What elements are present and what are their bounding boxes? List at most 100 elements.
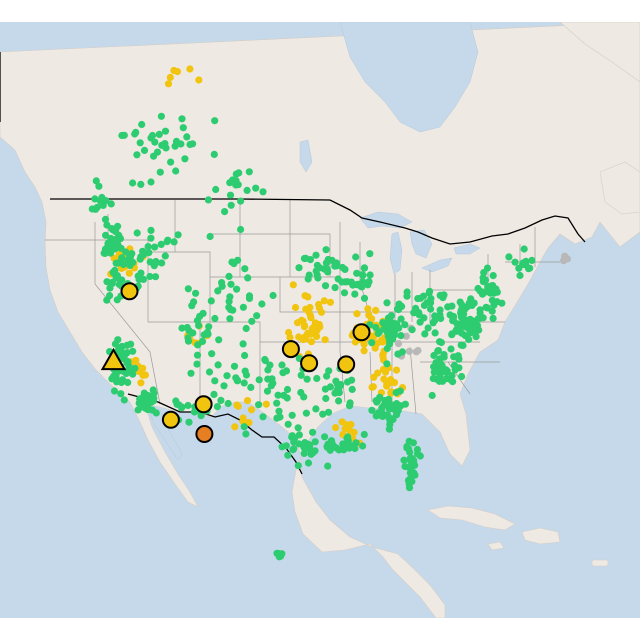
station-marker-good[interactable] bbox=[394, 306, 403, 314]
station-marker-moderate[interactable] bbox=[231, 423, 239, 431]
station-marker-good[interactable] bbox=[224, 399, 232, 408]
station-marker-good[interactable] bbox=[183, 323, 191, 332]
station-marker-good[interactable] bbox=[120, 131, 128, 139]
station-marker-good[interactable] bbox=[212, 185, 220, 194]
station-marker-good[interactable] bbox=[431, 312, 439, 320]
station-marker-good[interactable] bbox=[419, 292, 428, 300]
station-marker-good[interactable] bbox=[352, 253, 360, 261]
station-marker-good[interactable] bbox=[467, 319, 476, 327]
station-marker-good[interactable] bbox=[140, 392, 148, 400]
station-marker-moderate[interactable] bbox=[320, 297, 328, 305]
station-marker-good[interactable] bbox=[113, 296, 121, 304]
station-marker-good[interactable] bbox=[304, 275, 312, 283]
station-marker-good[interactable] bbox=[284, 420, 292, 428]
station-marker-moderate[interactable] bbox=[332, 424, 340, 432]
station-marker-good[interactable] bbox=[396, 387, 404, 395]
station-marker-good[interactable] bbox=[146, 258, 154, 266]
station-marker-good[interactable] bbox=[111, 227, 119, 235]
station-marker-good[interactable] bbox=[386, 319, 394, 327]
station-marker-good[interactable] bbox=[193, 360, 201, 368]
station-marker-moderate[interactable] bbox=[164, 80, 173, 88]
station-marker-good[interactable] bbox=[405, 437, 413, 445]
station-marker-good[interactable] bbox=[436, 355, 444, 363]
station-marker-good[interactable] bbox=[343, 378, 352, 386]
station-marker-good[interactable] bbox=[453, 320, 461, 328]
station-marker-good[interactable] bbox=[138, 120, 146, 129]
station-marker-good[interactable] bbox=[244, 274, 252, 282]
station-marker-good[interactable] bbox=[120, 396, 128, 404]
station-marker-good[interactable] bbox=[239, 340, 247, 348]
station-marker-good[interactable] bbox=[337, 381, 345, 389]
station-marker-good[interactable] bbox=[129, 179, 137, 187]
station-marker-good[interactable] bbox=[226, 179, 234, 187]
station-marker-good[interactable] bbox=[374, 329, 382, 338]
station-marker-good[interactable] bbox=[311, 438, 319, 446]
station-marker-good[interactable] bbox=[311, 447, 319, 455]
station-marker-good[interactable] bbox=[233, 376, 241, 384]
station-marker-good[interactable] bbox=[359, 442, 367, 450]
station-marker-good[interactable] bbox=[111, 340, 119, 348]
station-marker-moderate[interactable] bbox=[247, 406, 256, 414]
station-marker-good[interactable] bbox=[105, 246, 113, 254]
station-marker-moderate[interactable] bbox=[370, 373, 378, 381]
station-marker-good[interactable] bbox=[214, 287, 222, 295]
station-marker-good[interactable] bbox=[153, 258, 161, 267]
station-marker-good[interactable] bbox=[227, 280, 235, 288]
station-marker-good[interactable] bbox=[102, 197, 110, 205]
station-marker-good[interactable] bbox=[116, 344, 124, 352]
station-marker-good[interactable] bbox=[278, 361, 286, 369]
station-marker-good[interactable] bbox=[103, 221, 111, 229]
station-marker-good[interactable] bbox=[189, 329, 197, 337]
station-marker-good[interactable] bbox=[243, 186, 251, 194]
station-marker-good[interactable] bbox=[217, 396, 225, 404]
station-marker-moderate[interactable] bbox=[360, 340, 368, 348]
station-marker-moderate[interactable] bbox=[392, 366, 401, 374]
station-marker-good[interactable] bbox=[275, 407, 283, 415]
station-marker-good[interactable] bbox=[134, 406, 142, 414]
station-marker-moderate[interactable] bbox=[326, 298, 334, 306]
air-quality-map[interactable] bbox=[0, 22, 640, 618]
station-marker-good[interactable] bbox=[333, 262, 341, 270]
station-marker-good[interactable] bbox=[172, 167, 180, 175]
station-marker-good[interactable] bbox=[299, 442, 308, 450]
station-marker-good[interactable] bbox=[451, 366, 459, 374]
station-marker-good[interactable] bbox=[241, 367, 249, 375]
station-marker-good[interactable] bbox=[282, 442, 290, 450]
station-marker-good[interactable] bbox=[139, 250, 147, 259]
station-marker-good[interactable] bbox=[258, 300, 266, 308]
station-marker-good[interactable] bbox=[334, 275, 342, 283]
station-marker-good[interactable] bbox=[368, 406, 376, 414]
station-marker-good[interactable] bbox=[360, 294, 369, 302]
station-marker-good[interactable] bbox=[125, 362, 133, 370]
station-marker-good[interactable] bbox=[302, 409, 310, 417]
highlighted-site-circle[interactable] bbox=[281, 340, 300, 359]
station-marker-good[interactable] bbox=[328, 256, 336, 264]
station-marker-good[interactable] bbox=[465, 335, 473, 344]
station-marker-good[interactable] bbox=[403, 288, 411, 296]
station-marker-good[interactable] bbox=[112, 372, 120, 380]
station-marker-good[interactable] bbox=[233, 285, 241, 293]
station-marker-good[interactable] bbox=[162, 144, 170, 152]
station-marker-good[interactable] bbox=[427, 305, 435, 313]
station-marker-good[interactable] bbox=[383, 360, 391, 368]
station-marker-good[interactable] bbox=[528, 256, 536, 264]
station-marker-good[interactable] bbox=[237, 197, 245, 205]
station-marker-moderate[interactable] bbox=[315, 300, 323, 309]
station-marker-good[interactable] bbox=[276, 413, 284, 421]
station-marker-good[interactable] bbox=[179, 124, 187, 132]
station-marker-good[interactable] bbox=[346, 399, 354, 407]
station-marker-moderate[interactable] bbox=[315, 320, 323, 329]
station-marker-good[interactable] bbox=[211, 314, 219, 323]
station-marker-moderate[interactable] bbox=[341, 425, 349, 433]
station-marker-good[interactable] bbox=[482, 303, 490, 311]
station-marker-moderate[interactable] bbox=[353, 310, 361, 318]
station-marker-good[interactable] bbox=[282, 367, 291, 375]
station-marker-good[interactable] bbox=[290, 438, 298, 446]
station-marker-good[interactable] bbox=[274, 391, 282, 399]
station-marker-good[interactable] bbox=[300, 393, 308, 401]
station-marker-good[interactable] bbox=[245, 168, 253, 176]
station-marker-good[interactable] bbox=[106, 284, 114, 292]
station-marker-moderate[interactable] bbox=[317, 308, 326, 316]
station-marker-good[interactable] bbox=[127, 340, 135, 348]
station-marker-good[interactable] bbox=[91, 195, 99, 203]
